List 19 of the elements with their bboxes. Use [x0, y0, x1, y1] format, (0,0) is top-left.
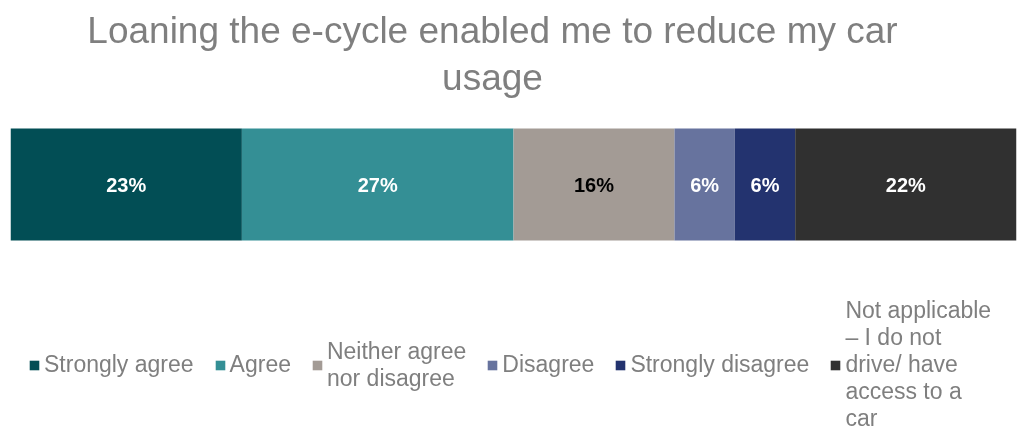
bar	[795, 128, 1017, 241]
legend-label: Strongly agree	[44, 351, 194, 378]
legend-label: Not applicable – I do not drive/ have access to a car	[845, 297, 992, 432]
bar	[241, 128, 514, 241]
legend-label: Disagree	[502, 351, 595, 378]
bar	[734, 128, 796, 241]
legend-label: Neither agree nor disagree	[326, 337, 467, 392]
bar	[674, 128, 735, 241]
legend-label: Agree	[229, 351, 291, 378]
chart-title: Loaning the e-cycle enabled me to reduce my car usage	[87, 9, 898, 98]
data-label: 6%	[750, 173, 780, 196]
data-label: 16%	[573, 173, 615, 196]
bar	[513, 128, 675, 241]
data-label: 23%	[106, 173, 147, 196]
data-label: 27%	[357, 173, 398, 196]
bar	[10, 128, 242, 241]
data-label: 22%	[885, 173, 927, 196]
legend-label: Strongly disagree	[630, 351, 810, 378]
data-label: 6%	[690, 173, 720, 196]
